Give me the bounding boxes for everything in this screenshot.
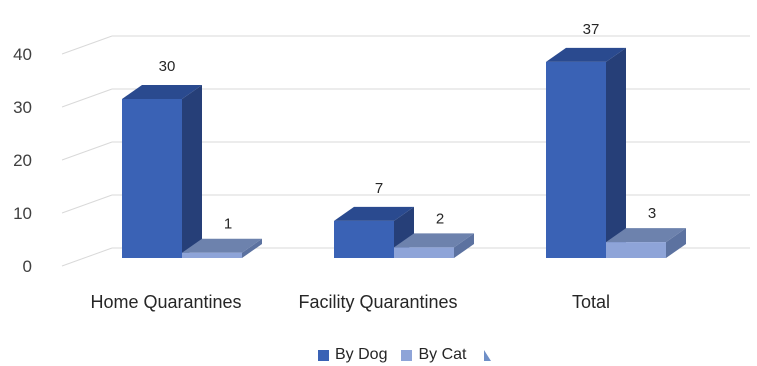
gridline-depth-20 <box>61 141 113 161</box>
bar-side-by-dog-0 <box>182 85 202 258</box>
bar-chart: 0 10 20 30 40 30 7 37 1 2 3 Home Quarantines Facilit… <box>13 21 750 312</box>
data-label-by-cat-1: 2 <box>436 210 444 227</box>
bar-top-by-dog-2 <box>546 47 626 62</box>
gridline-depth-30 <box>61 88 113 108</box>
legend-label-by-dog: By Dog <box>335 346 388 363</box>
bar-side-by-dog-2 <box>606 47 626 259</box>
bar-by-cat-1 <box>394 247 454 258</box>
bar-side-by-cat-2 <box>666 228 686 258</box>
x-category-label-1: Facility Quarantines <box>298 292 457 312</box>
bar-by-cat-2 <box>606 242 666 258</box>
data-label-by-cat-0: 1 <box>224 216 232 233</box>
bar-side-by-cat-1 <box>454 233 474 258</box>
x-category-label-0: Home Quarantines <box>90 292 241 312</box>
legend-swatch-by-cat <box>401 349 413 361</box>
y-tick-label-10: 10 <box>13 204 32 223</box>
bar-top-by-cat-2 <box>606 228 686 243</box>
legend-item-by-cat: By Cat <box>401 346 466 364</box>
x-category-label-2: Total <box>572 292 610 312</box>
gridline-depth-40 <box>61 35 113 55</box>
y-tick-label-0: 0 <box>23 257 32 276</box>
bar-by-cat-0 <box>182 252 242 258</box>
legend-label-by-cat: By Cat <box>418 346 467 363</box>
bar-top-by-cat-1 <box>394 233 474 248</box>
y-tick-label-20: 20 <box>13 151 32 170</box>
legend: By Dog By Cat <box>318 346 492 364</box>
gridline-depth-10 <box>61 194 113 214</box>
legend-item-by-dog: By Dog <box>318 346 387 364</box>
gridline-depth-0 <box>61 247 113 267</box>
data-label-by-dog-2: 37 <box>583 21 600 38</box>
bar-top-by-cat-0 <box>182 238 262 253</box>
bar-by-dog-2 <box>546 61 606 259</box>
bar-by-dog-1 <box>334 220 394 258</box>
bar-top-by-dog-0 <box>122 85 202 99</box>
mouse-cursor-icon <box>484 349 492 361</box>
y-tick-label-30: 30 <box>13 98 32 117</box>
data-label-by-cat-2: 3 <box>648 205 656 222</box>
bar-by-dog-0 <box>122 99 182 258</box>
legend-swatch-by-dog <box>318 349 329 361</box>
data-label-by-dog-0: 30 <box>159 58 176 75</box>
data-label-by-dog-1: 7 <box>375 180 383 197</box>
bar-top-by-dog-1 <box>334 206 414 221</box>
bar-side-by-cat-0 <box>242 238 262 258</box>
y-tick-label-40: 40 <box>13 45 32 64</box>
